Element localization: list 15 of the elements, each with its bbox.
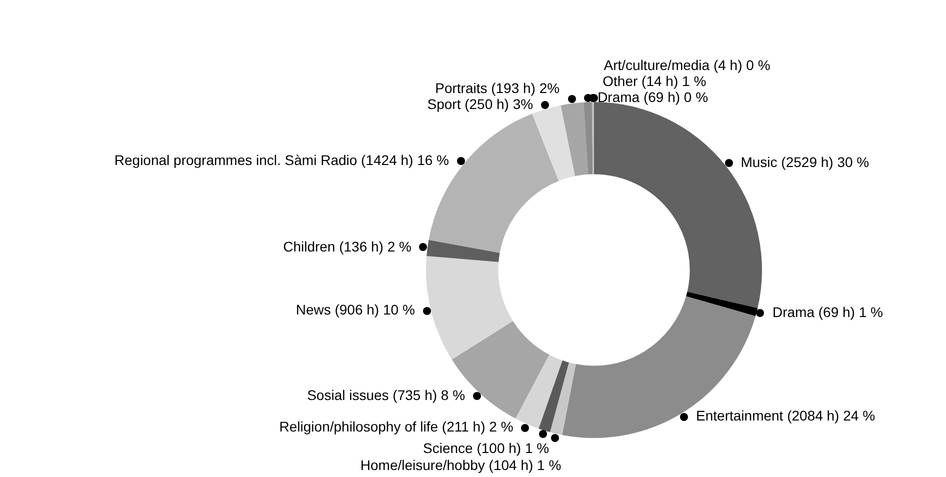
slice-label: Drama (69 h) 1 % xyxy=(772,304,883,320)
slice-label: Music (2529 h) 30 % xyxy=(740,154,870,170)
slice-label: Other (14 h) 1 % xyxy=(602,72,706,89)
slice-label: Portraits (193 h) 2% xyxy=(435,80,560,96)
slice-label: Drama (69 h) 0 % xyxy=(598,88,708,105)
slice-label: Home/leisure/hobby (104 h) 1 % xyxy=(360,457,562,474)
slice-label: Art/culture/media (4 h) 0 % xyxy=(604,56,770,73)
slice-label: Entertainment (2084 h) 24 % xyxy=(696,407,876,424)
slice-label: Regional programmes incl. Sàmi Radio (1424 h) 16 % xyxy=(114,152,449,168)
slice-label: Religion/philosophy of life (211 h) 2 % xyxy=(279,418,514,435)
slice-label: Sport (250 h) 3% xyxy=(427,96,534,112)
slice-label: News (906 h) 10 % xyxy=(296,302,415,318)
slice-label: Science (100 h) 1 % xyxy=(423,440,550,456)
slice-label: Sosial issues (735 h) 8 % xyxy=(307,386,466,403)
slice-label: Children (136 h) 2 % xyxy=(283,238,412,254)
